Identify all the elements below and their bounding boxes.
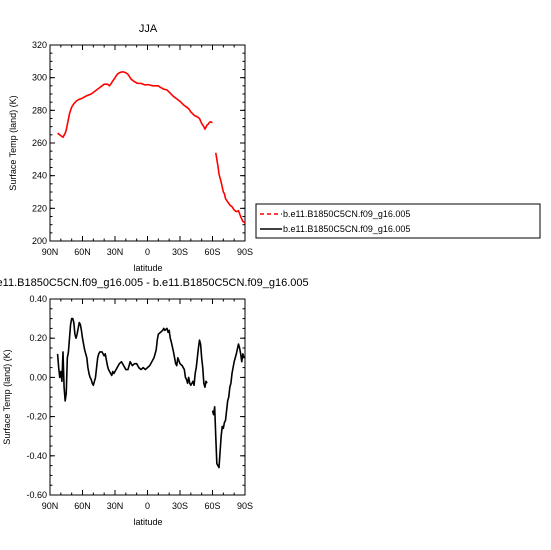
bottom-chart-title: b.e11.B1850C5CN.f09_g16.005 - b.e11.B185… [0,277,309,289]
bottom-x-tick-label: 0 [145,501,150,511]
bottom-x-tick-label: 60S [204,501,220,511]
legend: b.e11.B1850C5CN.f09_g16.005 b.e11.B1850C… [255,203,541,239]
legend-box [255,203,541,239]
bottom-y-tick-label: -0.40 [26,451,47,461]
bottom-y-tick-label: 0.20 [29,333,47,343]
bottom-y-axis-label: Surface Temp (land) (K) [2,349,12,444]
top-y-tick-label: 280 [32,105,47,115]
bottom-x-tick-label: 30N [107,501,124,511]
legend-label-2: b.e11.B1850C5CN.f09_g16.005 [283,224,410,234]
bottom-plot-area: 90N 60N 30N 0 30S 60S 90S -0.60 -0.40 -0.20 0.00 0.… [26,294,253,511]
top-series-0-line-0 [57,71,213,139]
top-x-tick-label: 60N [74,247,91,257]
top-y-tick-label: 220 [32,203,47,213]
top-chart-title: JJA [139,23,158,35]
bottom-x-tick-label: 90S [237,501,253,511]
top-chart: JJA 90N 60N 30N 0 30S 60S 90S 200 220 240 260 280 30… [8,23,253,273]
top-y-tick-label: 260 [32,138,47,148]
bottom-x-axis-label: latitude [133,517,162,527]
top-plot-area: 90N 60N 30N 0 30S 60S 90S 200 220 240 260 280 300 320 [32,40,253,257]
bottom-series-0-line-1 [211,343,245,469]
top-y-tick-label: 200 [32,236,47,246]
bottom-y-tick-label: -0.20 [26,412,47,422]
bottom-chart: b.e11.B1850C5CN.f09_g16.005 - b.e11.B185… [0,277,309,527]
top-y-axis-label: Surface Temp (land) (K) [8,95,18,190]
legend-label-1: b.e11.B1850C5CN.f09_g16.005 [283,209,410,219]
top-x-tick-label: 30N [107,247,124,257]
bottom-plot-frame [49,298,246,496]
bottom-x-tick-label: 30S [172,501,188,511]
bottom-series-0-line-0 [56,317,208,402]
top-y-tick-label: 240 [32,171,47,181]
top-x-tick-label: 60S [204,247,220,257]
bottom-x-tick-label: 90N [42,501,59,511]
bottom-y-tick-label: 0.00 [29,372,47,382]
top-x-tick-label: 30S [172,247,188,257]
bottom-y-tick-label: -0.60 [26,490,47,500]
top-plot-frame [49,44,246,242]
top-y-tick-label: 300 [32,73,47,83]
bottom-y-tick-label: 0.40 [29,294,47,304]
top-x-tick-label: 90N [42,247,59,257]
top-x-tick-label: 90S [237,247,253,257]
top-x-axis-label: latitude [133,263,162,273]
top-x-tick-label: 0 [145,247,150,257]
bottom-x-tick-label: 60N [74,501,91,511]
top-series-0-line-1 [214,152,246,224]
top-y-tick-label: 320 [32,40,47,50]
